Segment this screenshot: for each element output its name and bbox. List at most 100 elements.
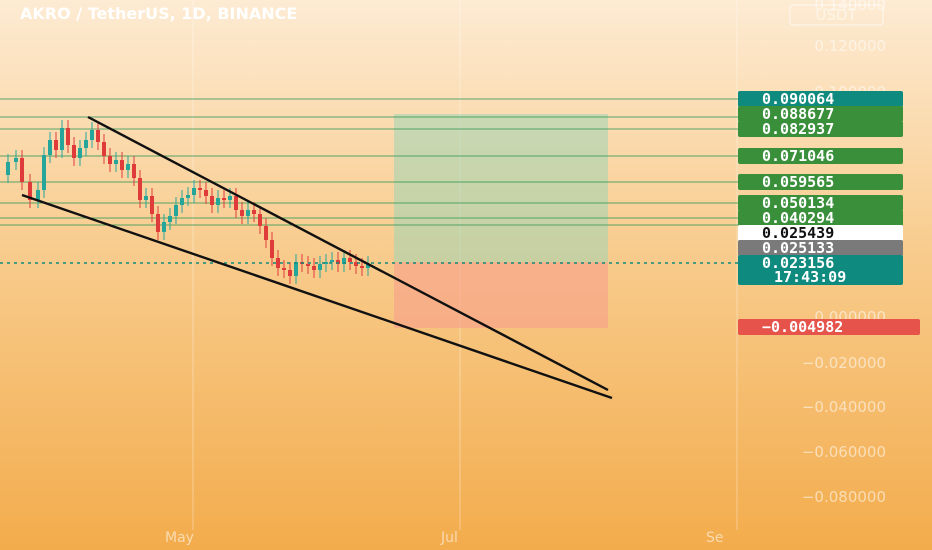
- candle-down[interactable]: [156, 214, 160, 232]
- month-label-may: May: [165, 530, 194, 546]
- candle-down[interactable]: [210, 196, 214, 205]
- horizontal-levels: [0, 98, 738, 226]
- candle-up[interactable]: [294, 262, 298, 276]
- y-tick-label: −0.080000: [802, 488, 886, 506]
- candle-up[interactable]: [36, 190, 40, 200]
- price-tag-red: −0.004982: [762, 318, 843, 336]
- candle-up[interactable]: [228, 196, 232, 200]
- candle-up[interactable]: [174, 205, 178, 216]
- candle-down[interactable]: [150, 196, 154, 214]
- price-tag-level-bg: [738, 195, 903, 211]
- currency-badge-box: [789, 4, 884, 26]
- candle-up[interactable]: [342, 258, 346, 264]
- candle-down[interactable]: [288, 270, 292, 276]
- candle-down[interactable]: [120, 160, 124, 170]
- price-tag-level-bg: [738, 174, 903, 190]
- candle-up[interactable]: [60, 128, 64, 150]
- candle-up[interactable]: [330, 260, 334, 262]
- y-tick-label: 0.120000: [814, 37, 886, 55]
- candle-down[interactable]: [276, 258, 280, 268]
- candle-down[interactable]: [54, 140, 58, 150]
- price-tag-white-bg: [738, 225, 903, 241]
- candle-down[interactable]: [132, 164, 136, 178]
- candle-up[interactable]: [78, 148, 82, 158]
- price-tag-level: 0.082937: [762, 120, 834, 138]
- current-price-tag-bg: [738, 255, 903, 285]
- candle-up[interactable]: [48, 140, 52, 155]
- candle-down[interactable]: [28, 182, 32, 200]
- candle-down[interactable]: [96, 130, 100, 142]
- price-tag-red-bg: [738, 319, 920, 335]
- position-loss-zone[interactable]: [394, 262, 608, 328]
- candle-down[interactable]: [252, 210, 256, 214]
- price-tag-level-bg: [738, 121, 903, 137]
- candle-up[interactable]: [192, 188, 196, 195]
- month-label-sep: Se: [706, 530, 724, 546]
- candle-down[interactable]: [138, 178, 142, 200]
- candle-down[interactable]: [204, 190, 208, 196]
- candle-up[interactable]: [180, 198, 184, 205]
- candle-down[interactable]: [282, 268, 286, 270]
- candle-down[interactable]: [354, 262, 358, 266]
- wedge-upper-trendline[interactable]: [87, 115, 609, 392]
- candle-up[interactable]: [186, 195, 190, 198]
- candle-down[interactable]: [336, 260, 340, 264]
- current-price-tag: 0.023156: [762, 254, 834, 272]
- candle-down[interactable]: [234, 196, 238, 210]
- price-tag-level-bg: [738, 91, 903, 107]
- candle-down[interactable]: [222, 198, 226, 200]
- candle-up[interactable]: [168, 216, 172, 222]
- y-tick-label: 0.140000: [814, 0, 886, 14]
- price-tag-level: 0.088677: [762, 105, 834, 123]
- candle-down[interactable]: [108, 156, 112, 164]
- candle-up[interactable]: [366, 264, 370, 268]
- candle-down[interactable]: [102, 142, 106, 156]
- candle-up[interactable]: [84, 140, 88, 148]
- candle-down[interactable]: [270, 240, 274, 258]
- price-tag-gray: 0.025133: [762, 239, 834, 257]
- candle-up[interactable]: [324, 262, 328, 264]
- candle-up[interactable]: [216, 198, 220, 205]
- countdown-timer: 17:43:09: [774, 268, 846, 286]
- price-tag-white: 0.025439: [762, 224, 834, 242]
- price-tag-level-bg: [738, 106, 903, 122]
- candle-down[interactable]: [348, 258, 352, 262]
- price-tag-gray-bg: [738, 240, 903, 256]
- candles: [6, 120, 370, 284]
- candle-down[interactable]: [66, 128, 70, 145]
- candle-down[interactable]: [258, 214, 262, 226]
- chart-title: AKRO / TetherUS, 1D, BINANCE: [20, 4, 297, 23]
- candle-up[interactable]: [246, 210, 250, 216]
- candle-up[interactable]: [162, 222, 166, 232]
- candle-down[interactable]: [306, 264, 310, 266]
- candle-up[interactable]: [14, 158, 18, 162]
- candle-up[interactable]: [42, 155, 46, 190]
- candle-up[interactable]: [144, 196, 148, 200]
- y-tick-label: −0.020000: [802, 354, 886, 372]
- price-tag-level-bg: [738, 210, 903, 226]
- candle-down[interactable]: [198, 188, 202, 190]
- candle-down[interactable]: [20, 158, 24, 182]
- candle-down[interactable]: [72, 145, 76, 158]
- price-tag-level: 0.090064: [762, 90, 834, 108]
- y-tick-label: −0.040000: [802, 398, 886, 416]
- wedge-lower-trendline[interactable]: [21, 193, 613, 400]
- candle-up[interactable]: [126, 164, 130, 170]
- candle-up[interactable]: [318, 264, 322, 270]
- candle-down[interactable]: [264, 226, 268, 240]
- price-tag-level: 0.059565: [762, 173, 834, 191]
- candle-up[interactable]: [90, 130, 94, 140]
- price-axis: 0.1400000.1200000.1000000.000000−0.02000…: [802, 0, 886, 506]
- candle-up[interactable]: [114, 160, 118, 164]
- currency-badge: USDT: [815, 6, 857, 24]
- price-tag-level: 0.050134: [762, 194, 834, 212]
- month-label-jul: Jul: [440, 530, 458, 546]
- y-tick-label: −0.060000: [802, 443, 886, 461]
- candle-up[interactable]: [6, 162, 10, 175]
- price-tag-level: 0.071046: [762, 147, 834, 165]
- position-profit-zone[interactable]: [394, 114, 608, 262]
- candle-down[interactable]: [240, 210, 244, 216]
- candle-down[interactable]: [312, 266, 316, 270]
- candle-down[interactable]: [360, 266, 364, 268]
